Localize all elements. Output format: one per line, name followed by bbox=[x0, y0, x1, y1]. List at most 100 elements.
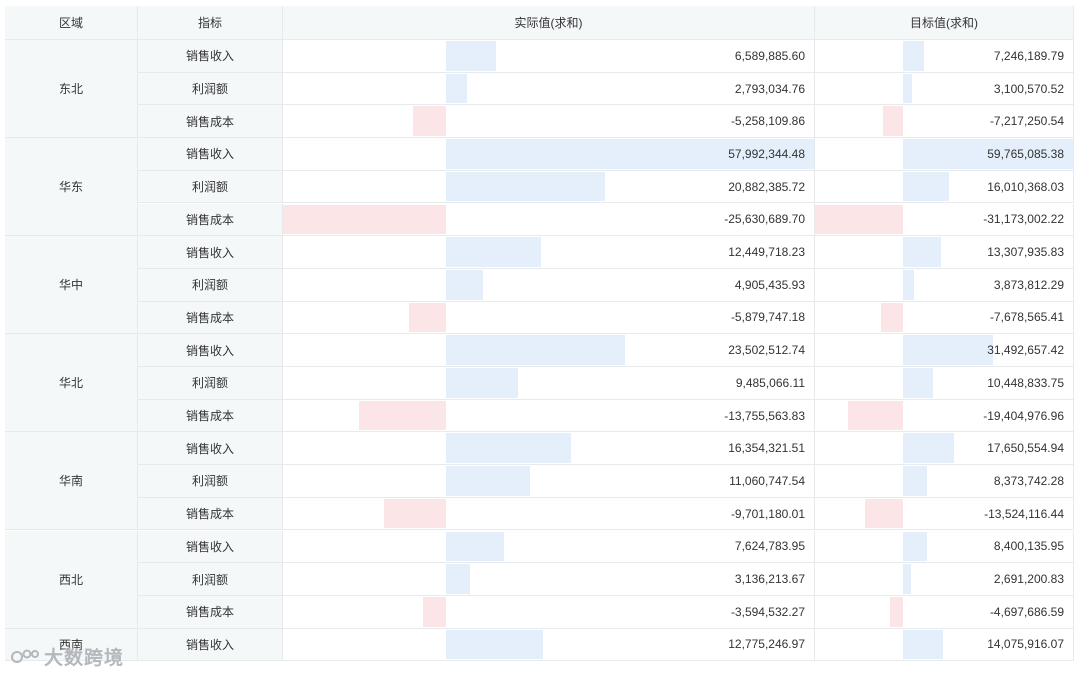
target-cell: -31,173,002.22 bbox=[815, 203, 1074, 237]
target-cell: -13,524,116.44 bbox=[815, 497, 1074, 531]
target-value: 3,100,570.52 bbox=[993, 81, 1064, 96]
actual-value: -9,701,180.01 bbox=[730, 506, 805, 521]
header-actual: 实际值(求和) bbox=[283, 6, 815, 40]
actual-bar bbox=[423, 596, 446, 627]
actual-bar bbox=[446, 73, 468, 104]
target-cell: 2,691,200.83 bbox=[815, 563, 1074, 596]
target-bar bbox=[903, 368, 933, 398]
target-value: 31,492,657.42 bbox=[987, 343, 1064, 358]
actual-bar bbox=[446, 269, 484, 300]
actual-cell: 16,354,321.51 bbox=[283, 432, 815, 466]
metric-cell: 销售收入 bbox=[138, 138, 283, 171]
target-cell: -19,404,976.96 bbox=[815, 399, 1074, 433]
actual-cell: -25,630,689.70 bbox=[283, 203, 815, 237]
metric-cell: 利润额 bbox=[138, 367, 283, 400]
actual-bar bbox=[446, 368, 519, 398]
metric-cell: 销售成本 bbox=[138, 105, 283, 139]
target-bar bbox=[882, 106, 903, 137]
target-value: -7,217,250.54 bbox=[989, 114, 1064, 129]
metric-cell: 利润额 bbox=[138, 268, 283, 302]
actual-bar bbox=[446, 466, 531, 496]
actual-bar bbox=[446, 629, 544, 660]
target-bar bbox=[864, 498, 903, 529]
region-cell: 华北 bbox=[5, 334, 138, 433]
actual-value: 4,905,435.93 bbox=[734, 277, 805, 292]
metric-cell: 销售收入 bbox=[138, 432, 283, 466]
region-cell: 西北 bbox=[5, 530, 138, 629]
actual-cell: 4,905,435.93 bbox=[283, 268, 815, 302]
target-bar bbox=[903, 237, 942, 267]
target-value: 59,765,085.38 bbox=[987, 146, 1064, 161]
metric-cell: 利润额 bbox=[138, 465, 283, 498]
target-cell: 17,650,554.94 bbox=[815, 432, 1074, 466]
actual-bar bbox=[446, 237, 541, 267]
watermark: 大数跨境 bbox=[10, 643, 124, 670]
pivot-table: 区域 指标 实际值(求和) 目标值(求和) 东北 销售收入 6,589,885.60… bbox=[5, 6, 1074, 676]
actual-cell: 11,060,747.54 bbox=[283, 465, 815, 498]
target-bar bbox=[903, 171, 949, 202]
target-cell: 13,307,935.83 bbox=[815, 236, 1074, 269]
actual-value: -13,755,563.83 bbox=[724, 408, 805, 423]
target-bar bbox=[903, 466, 927, 496]
actual-cell: 12,449,718.23 bbox=[283, 236, 815, 269]
actual-value: 6,589,885.60 bbox=[734, 48, 805, 63]
actual-cell: -9,701,180.01 bbox=[283, 497, 815, 531]
target-bar bbox=[903, 531, 928, 562]
target-bar bbox=[848, 400, 903, 431]
target-bar bbox=[903, 564, 911, 594]
metric-cell: 销售成本 bbox=[138, 595, 283, 629]
target-bar bbox=[903, 629, 944, 660]
target-cell: -7,217,250.54 bbox=[815, 105, 1074, 139]
watermark-text: 大数跨境 bbox=[44, 648, 125, 669]
actual-value: 16,354,321.51 bbox=[728, 441, 805, 456]
header-metric: 指标 bbox=[138, 6, 283, 40]
actual-bar bbox=[446, 433, 571, 464]
region-cell: 华南 bbox=[5, 432, 138, 531]
target-bar bbox=[903, 433, 954, 464]
target-value: -13,524,116.44 bbox=[984, 506, 1064, 521]
actual-value: 12,775,246.97 bbox=[728, 637, 805, 652]
actual-bar bbox=[446, 41, 497, 71]
target-cell: 3,873,812.29 bbox=[815, 268, 1074, 302]
target-cell: 14,075,916.07 bbox=[815, 628, 1074, 662]
actual-cell: 6,589,885.60 bbox=[283, 40, 815, 73]
metric-cell: 销售收入 bbox=[138, 236, 283, 269]
target-value: -19,404,976.96 bbox=[983, 408, 1064, 423]
metric-cell: 销售成本 bbox=[138, 301, 283, 335]
actual-bar bbox=[446, 171, 606, 202]
target-bar bbox=[889, 596, 903, 627]
logo-icon bbox=[11, 649, 39, 663]
target-bar bbox=[903, 139, 1073, 169]
actual-cell: 12,775,246.97 bbox=[283, 628, 815, 662]
actual-bar bbox=[446, 531, 505, 562]
actual-bar bbox=[283, 204, 446, 235]
actual-value: -5,258,109.86 bbox=[730, 114, 805, 129]
target-value: -4,697,686.59 bbox=[989, 604, 1064, 619]
actual-value: 2,793,034.76 bbox=[734, 81, 805, 96]
target-value: 10,448,833.75 bbox=[987, 375, 1064, 390]
target-cell: 16,010,368.03 bbox=[815, 170, 1074, 204]
target-value: 13,307,935.83 bbox=[987, 245, 1064, 260]
target-value: 2,691,200.83 bbox=[993, 572, 1064, 587]
metric-cell: 销售收入 bbox=[138, 628, 283, 662]
target-bar bbox=[903, 41, 924, 71]
actual-cell: 3,136,213.67 bbox=[283, 563, 815, 596]
actual-cell: 57,992,344.48 bbox=[283, 138, 815, 171]
metric-cell: 利润额 bbox=[138, 72, 283, 106]
region-cell: 华中 bbox=[5, 236, 138, 335]
metric-cell: 销售成本 bbox=[138, 497, 283, 531]
target-cell: 8,373,742.28 bbox=[815, 465, 1074, 498]
target-value: 14,075,916.07 bbox=[987, 637, 1064, 652]
actual-value: -3,594,532.27 bbox=[730, 604, 805, 619]
target-cell: 31,492,657.42 bbox=[815, 334, 1074, 367]
target-bar bbox=[815, 204, 903, 235]
target-cell: 8,400,135.95 bbox=[815, 530, 1074, 564]
actual-value: -5,879,747.18 bbox=[730, 310, 805, 325]
target-bar bbox=[881, 302, 903, 333]
actual-value: 23,502,512.74 bbox=[728, 343, 805, 358]
actual-bar bbox=[384, 498, 446, 529]
region-cell: 华东 bbox=[5, 138, 138, 237]
target-cell: 59,765,085.38 bbox=[815, 138, 1074, 171]
actual-value: 9,485,066.11 bbox=[735, 375, 805, 390]
target-cell: 7,246,189.79 bbox=[815, 40, 1074, 73]
